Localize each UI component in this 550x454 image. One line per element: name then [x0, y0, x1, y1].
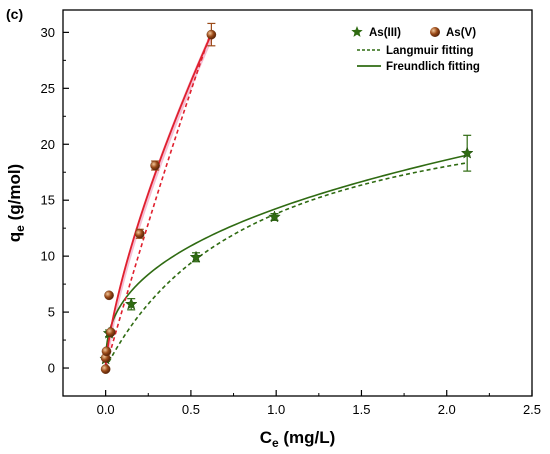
as5-data-point — [150, 160, 160, 171]
legend-label-as5: As(V) — [446, 27, 476, 39]
axis-ticks-layer: 0.0 0.5 1.0 1.5 2.0 2.5 0 5 10 15 20 25 30 — [41, 25, 542, 417]
y-tick-label: 15 — [41, 193, 55, 208]
as5-data-point — [206, 29, 217, 40]
legend-sphere-marker — [430, 27, 440, 37]
legend-item-langmuir: Langmuir fitting — [357, 45, 474, 57]
plot-frame — [62, 9, 533, 397]
as3-data-point — [460, 146, 474, 159]
as5-data-point — [105, 327, 116, 338]
y-tick-label: 30 — [41, 25, 55, 40]
as3-freundlich-curve — [104, 154, 468, 369]
x-tick-label: 0.0 — [97, 402, 115, 417]
y-tick-label: 0 — [48, 361, 55, 376]
x-tick-label: 0.5 — [182, 402, 200, 417]
legend-label-langmuir: Langmuir fitting — [386, 45, 474, 57]
legend-star-marker — [351, 26, 363, 37]
y-tick-label: 20 — [41, 137, 55, 152]
as5-data-point — [104, 290, 114, 301]
as5-data-point — [100, 364, 111, 374]
as5-confidence-band — [105, 30, 214, 372]
data-points-layer — [99, 22, 474, 374]
y-axis-label: qe (g/mol) — [5, 164, 27, 242]
panel-label: (c) — [6, 6, 23, 22]
as3-data-point — [124, 297, 138, 310]
as5-data-point — [101, 346, 112, 357]
x-tick-label: 2.5 — [523, 402, 541, 417]
y-tick-label: 25 — [41, 81, 55, 96]
as5-band-layer — [105, 30, 214, 372]
x-axis-label: Ce (mg/L) — [260, 428, 336, 450]
x-tick-label: 1.0 — [267, 402, 285, 417]
legend-label-freundlich: Freundlich fitting — [386, 61, 480, 73]
x-tick-label: 2.0 — [438, 402, 456, 417]
x-tick-label: 1.5 — [352, 402, 370, 417]
as3-data-point — [189, 250, 203, 263]
as5-langmuir-curve — [104, 30, 213, 369]
legend-label-as3: As(III) — [369, 27, 401, 39]
y-tick-label: 10 — [41, 249, 55, 264]
as3-data-point — [268, 210, 281, 223]
fit-curves-layer — [104, 30, 468, 369]
as5-freundlich-curve — [104, 33, 213, 369]
as5-data-point — [134, 228, 145, 239]
legend-item-freundlich: Freundlich fitting — [357, 61, 480, 73]
legend-item-as3: As(III) — [351, 26, 401, 39]
legend: As(III) As(V) Langmuir fitting Freundlic… — [351, 26, 480, 73]
y-tick-label: 5 — [48, 305, 55, 320]
legend-item-as5: As(V) — [430, 27, 476, 39]
